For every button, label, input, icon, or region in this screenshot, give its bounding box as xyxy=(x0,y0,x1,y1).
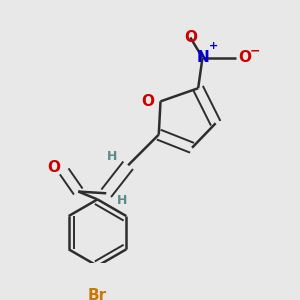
Text: Br: Br xyxy=(88,288,107,300)
Text: O: O xyxy=(47,160,60,175)
Text: N: N xyxy=(196,50,209,65)
Text: O: O xyxy=(238,50,251,65)
Text: O: O xyxy=(141,94,154,109)
Text: −: − xyxy=(250,44,260,57)
Text: H: H xyxy=(107,150,118,163)
Text: H: H xyxy=(117,194,127,207)
Text: O: O xyxy=(184,30,197,45)
Text: +: + xyxy=(209,41,218,51)
